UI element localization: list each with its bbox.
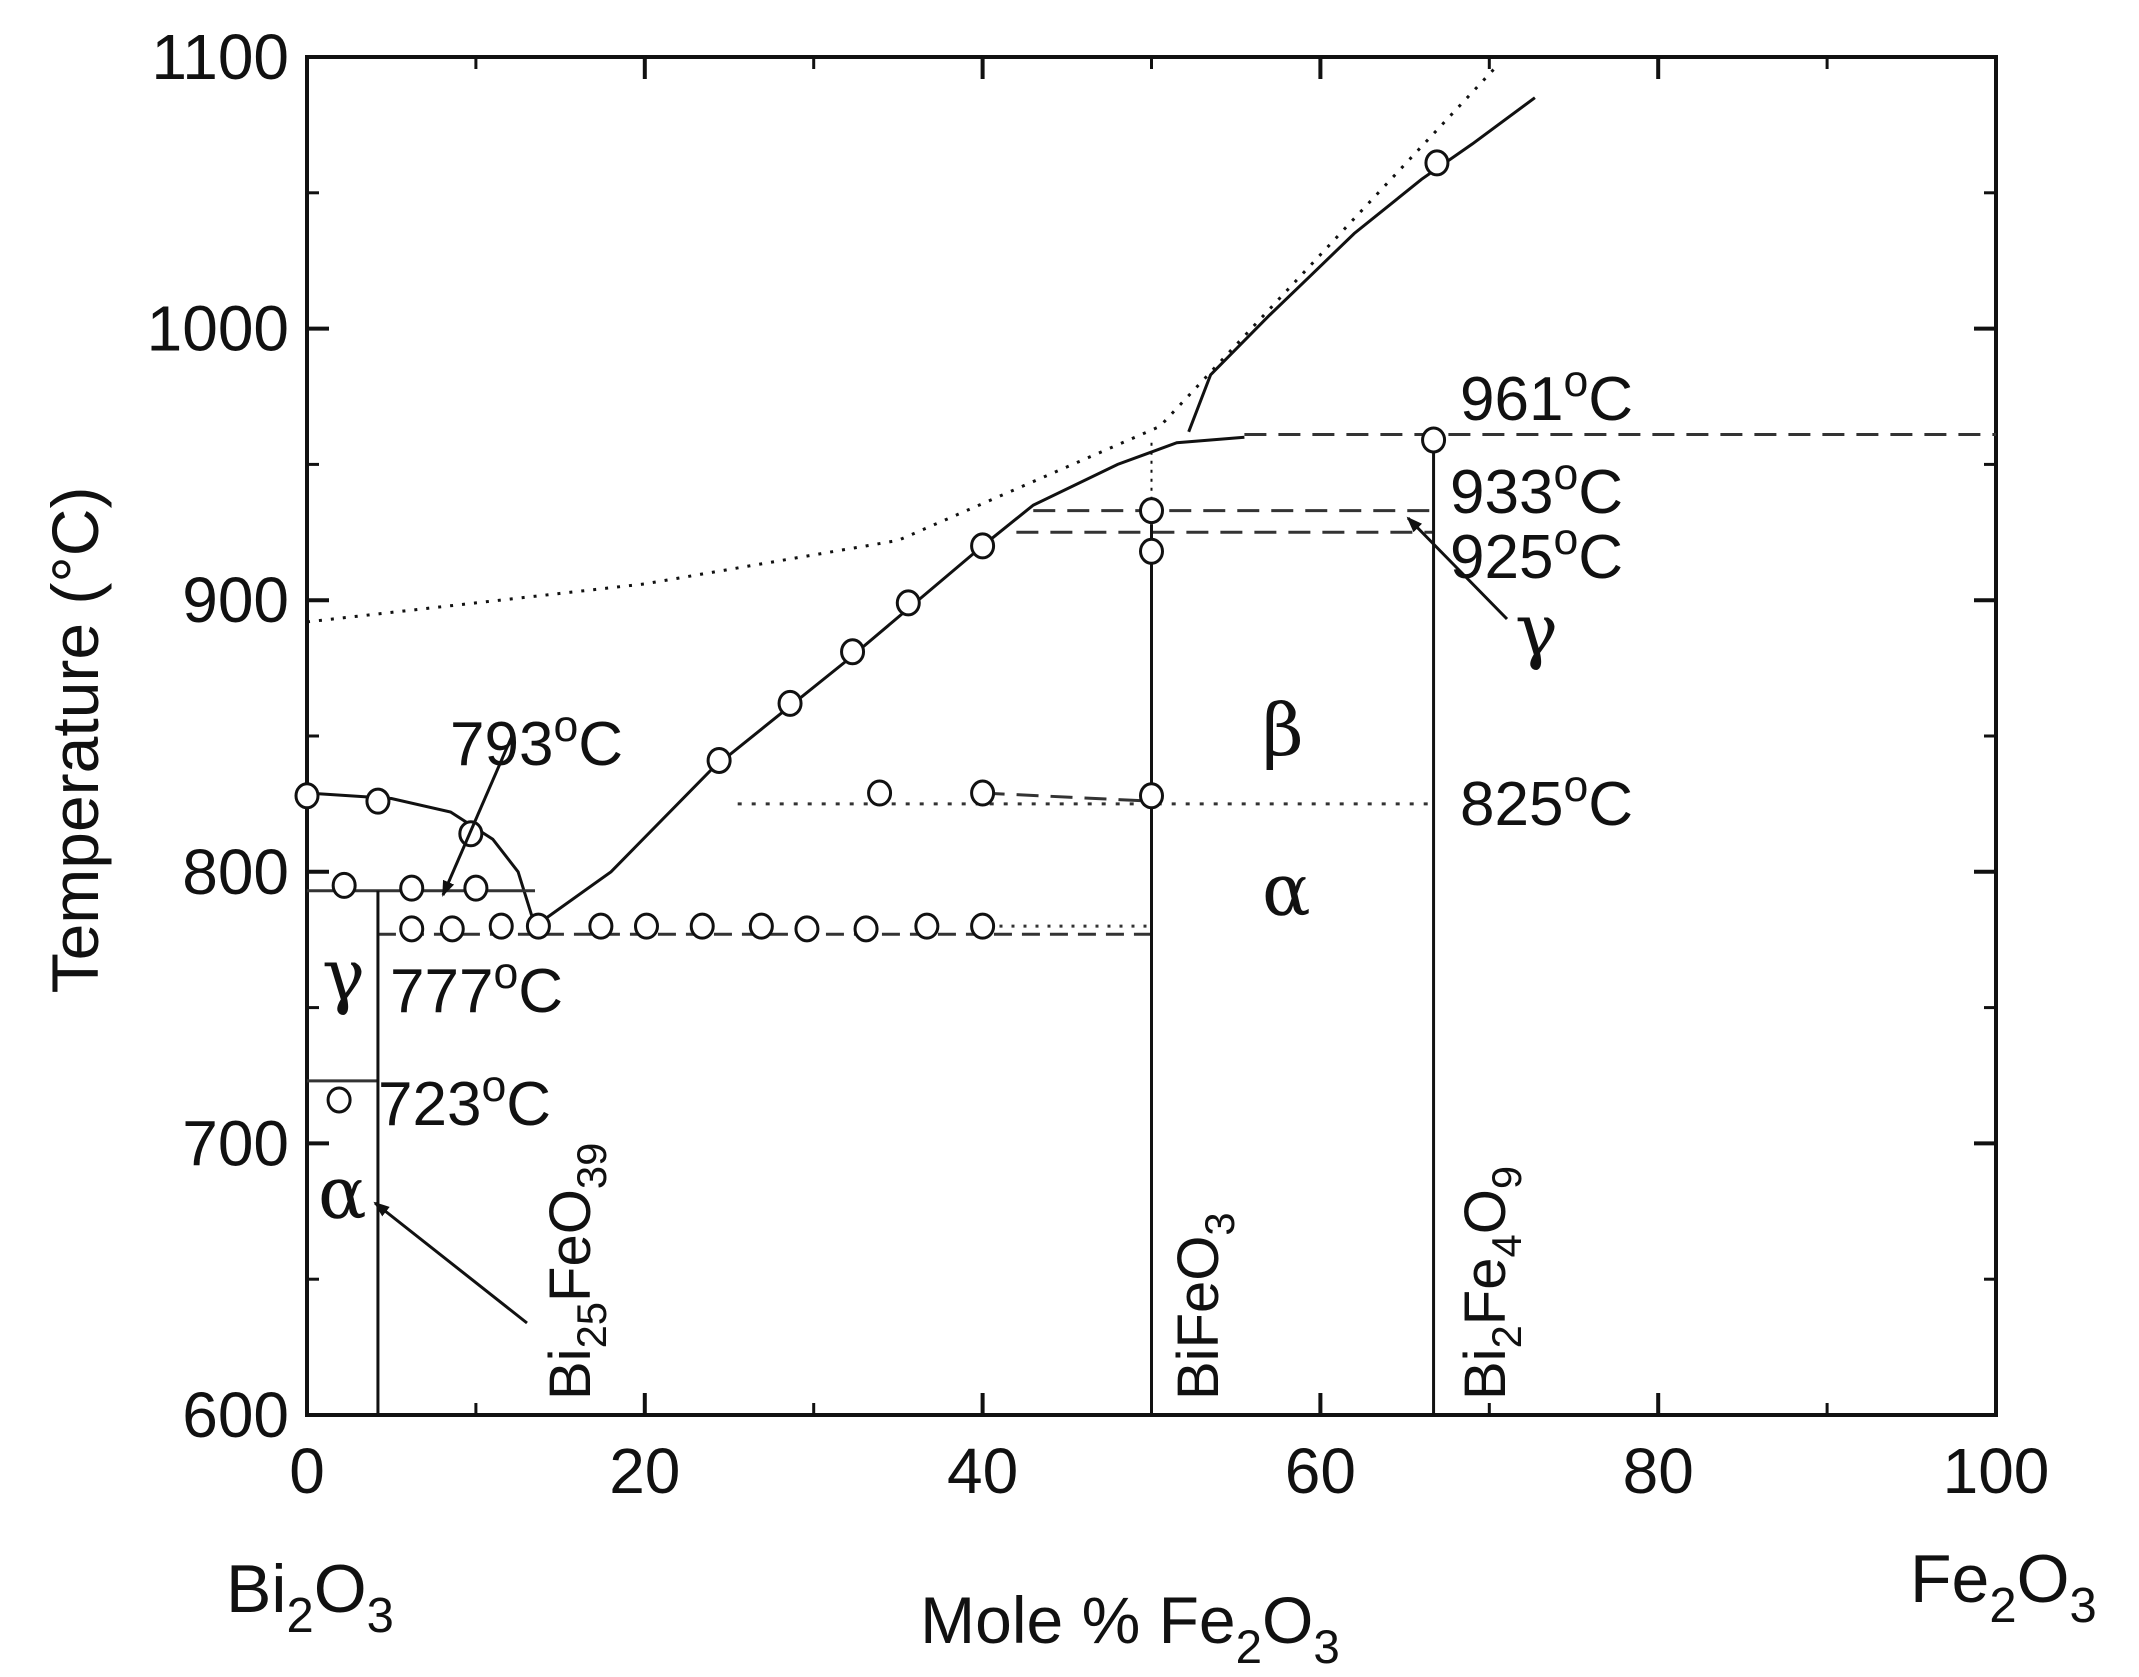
y-tick-label: 1100	[151, 21, 289, 93]
data-point	[1139, 782, 1164, 810]
y-tick-label: 700	[182, 1107, 289, 1179]
data-point	[970, 912, 996, 940]
data-point	[633, 912, 659, 940]
compound-label-bifeo3: BiFeO3	[1166, 1212, 1243, 1400]
label-777c: 777oC	[390, 949, 563, 1026]
label-793c: 793oC	[450, 702, 623, 779]
x-tick-label: 20	[609, 1435, 680, 1507]
data-point	[439, 915, 465, 943]
compound-lines-layer	[376, 434, 1436, 1415]
phase-label-gamma-left: γ	[322, 933, 365, 1017]
x-tick-label: 40	[947, 1435, 1018, 1507]
x-tick-label: 80	[1623, 1435, 1694, 1507]
data-point	[1139, 537, 1164, 565]
arrow-gamma-right	[1406, 516, 1509, 621]
data-point	[1139, 497, 1164, 525]
arrow-793	[441, 735, 514, 897]
data-point	[399, 915, 425, 943]
data-point	[689, 912, 715, 940]
data-point	[488, 912, 514, 940]
end-label-bi2o3: Bi2O3	[226, 1551, 394, 1643]
curves-layer	[306, 64, 1536, 928]
x-tick-label: 60	[1285, 1435, 1356, 1507]
data-point	[853, 915, 879, 943]
x-tick-label: 0	[289, 1435, 325, 1507]
data-point	[525, 912, 551, 940]
data-point	[326, 1086, 352, 1114]
x-axis-title: Mole % Fe2O3	[920, 1583, 1340, 1674]
data-point	[365, 787, 391, 815]
data-point	[970, 532, 996, 560]
data-point	[1421, 426, 1447, 454]
curve-liquidus-solid-upper	[1187, 96, 1536, 433]
compound-label-bi25feo39: Bi25FeO39	[538, 1143, 615, 1400]
data-point	[970, 779, 996, 807]
axis-ticks: 0 20 40 60 80 100 600 700 800 900 1000 1100	[147, 21, 2050, 1507]
data-point	[1424, 149, 1450, 177]
data-point	[588, 912, 614, 940]
y-tick-label: 900	[182, 564, 289, 636]
phase-label-gamma-right: γ	[1515, 588, 1558, 672]
x-tick-label: 100	[1943, 1435, 2050, 1507]
label-825c: 825oC	[1460, 762, 1633, 839]
data-point	[399, 874, 425, 902]
label-723c: 723oC	[378, 1062, 551, 1139]
phase-label-beta: β	[1262, 688, 1304, 772]
y-tick-label: 800	[182, 836, 289, 908]
data-point	[794, 915, 820, 943]
curve-dotted-upper	[306, 64, 1499, 624]
data-points-layer	[294, 149, 1450, 1114]
data-point	[914, 912, 940, 940]
arrow-bi25feo39	[373, 1201, 528, 1325]
data-point	[867, 779, 893, 807]
data-point	[840, 638, 866, 666]
curve-bi-rich-liquidus	[306, 791, 537, 927]
end-label-fe2o3: Fe2O3	[1910, 1541, 2097, 1633]
data-point	[331, 871, 357, 899]
y-tick-label: 1000	[147, 293, 289, 365]
phase-label-alpha-left: α	[318, 1151, 367, 1235]
data-point	[748, 912, 774, 940]
data-point	[463, 874, 489, 902]
isotherm-line	[982, 791, 1152, 803]
y-tick-label: 600	[182, 1379, 289, 1451]
compound-label-bi2fe4o9: Bi2Fe4O9	[1453, 1166, 1530, 1400]
data-point	[777, 689, 803, 717]
label-961c: 961oC	[1460, 357, 1633, 434]
phase-label-alpha-main: α	[1262, 848, 1311, 932]
data-point	[706, 746, 732, 774]
data-point	[895, 589, 921, 617]
label-925c: 925oC	[1450, 515, 1623, 592]
data-point	[294, 782, 320, 810]
label-933c: 933oC	[1450, 450, 1623, 527]
y-axis-title: Temperature (°C)	[38, 487, 112, 994]
